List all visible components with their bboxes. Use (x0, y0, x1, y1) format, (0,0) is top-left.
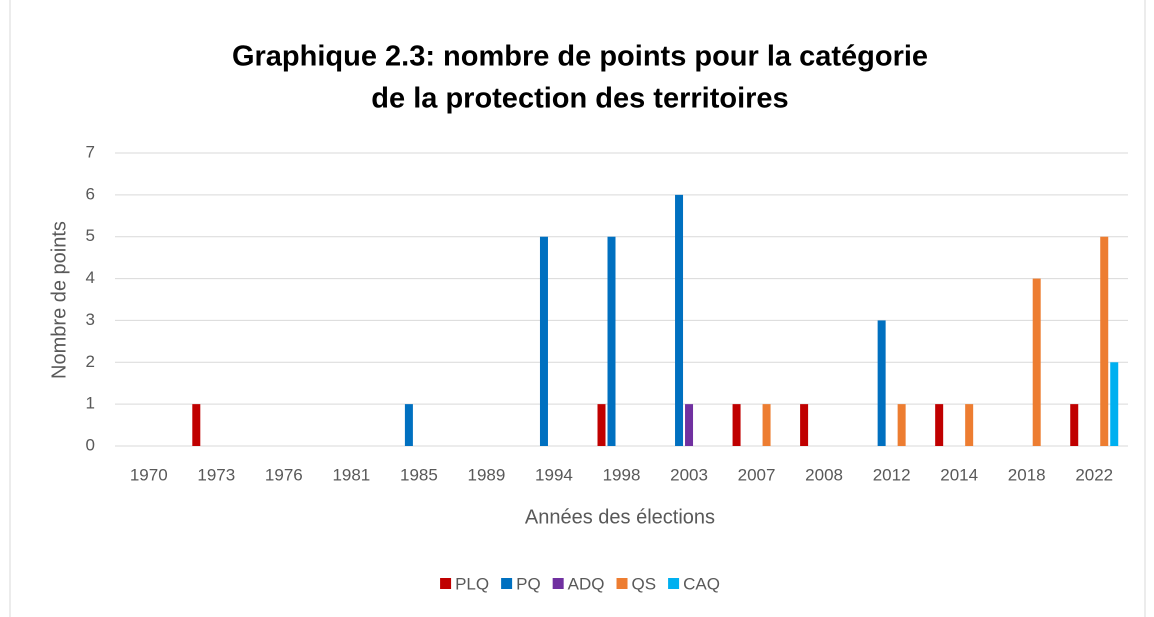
bar (404, 404, 413, 446)
bar (877, 320, 886, 446)
x-tick-label: 1976 (265, 465, 303, 484)
x-axis-title: Années des élections (525, 506, 715, 528)
bar (965, 404, 974, 446)
bar (1110, 362, 1119, 446)
bar (762, 404, 771, 446)
bar (897, 404, 906, 446)
bar (1032, 278, 1041, 446)
x-tick-label: 1981 (332, 465, 370, 484)
x-tick-label: 1998 (603, 465, 641, 484)
x-tick-label: 1970 (130, 465, 168, 484)
y-axis-title: Nombre de points (48, 221, 70, 379)
legend-swatch (501, 578, 513, 589)
x-tick-label: 2022 (1075, 465, 1113, 484)
y-tick-label: 5 (86, 226, 95, 245)
y-tick-label: 6 (86, 184, 95, 203)
x-tick-label: 1973 (197, 465, 235, 484)
legend-label: QS (632, 574, 657, 593)
x-tick-label: 1985 (400, 465, 438, 484)
bar (1100, 236, 1109, 446)
x-tick-label: 1989 (468, 465, 506, 484)
chart-title: Graphique 2.3: nombre de points pour la … (232, 41, 928, 73)
bar (675, 194, 684, 446)
bar (935, 404, 944, 446)
bar (607, 236, 616, 446)
legend-swatch (668, 578, 680, 589)
legend-label: PQ (516, 574, 541, 593)
x-tick-label: 2007 (738, 465, 776, 484)
legend-label: CAQ (683, 574, 720, 593)
x-tick-label: 1994 (535, 465, 573, 484)
bar (192, 404, 201, 446)
y-tick-label: 4 (86, 268, 95, 287)
y-tick-label: 0 (86, 435, 95, 454)
legend-swatch (552, 578, 564, 589)
bar (539, 236, 548, 446)
y-tick-label: 3 (86, 310, 95, 329)
bar (800, 404, 809, 446)
x-tick-label: 2008 (805, 465, 843, 484)
x-tick-label: 2018 (1008, 465, 1046, 484)
chart-frame (9, 0, 1146, 617)
y-tick-label: 1 (86, 394, 95, 413)
x-tick-label: 2014 (940, 465, 978, 484)
bar (732, 404, 741, 446)
legend-swatch (616, 578, 628, 589)
x-tick-label: 2012 (873, 465, 911, 484)
legend-label: PLQ (455, 574, 489, 593)
chart-title: de la protection des territoires (371, 83, 788, 115)
legend-label: ADQ (568, 574, 605, 593)
y-tick-label: 2 (86, 352, 95, 371)
bar (685, 404, 694, 446)
y-tick-label: 7 (86, 142, 95, 161)
x-tick-label: 2003 (670, 465, 708, 484)
bar (1070, 404, 1079, 446)
legend-swatch (440, 578, 452, 589)
bar (597, 404, 606, 446)
